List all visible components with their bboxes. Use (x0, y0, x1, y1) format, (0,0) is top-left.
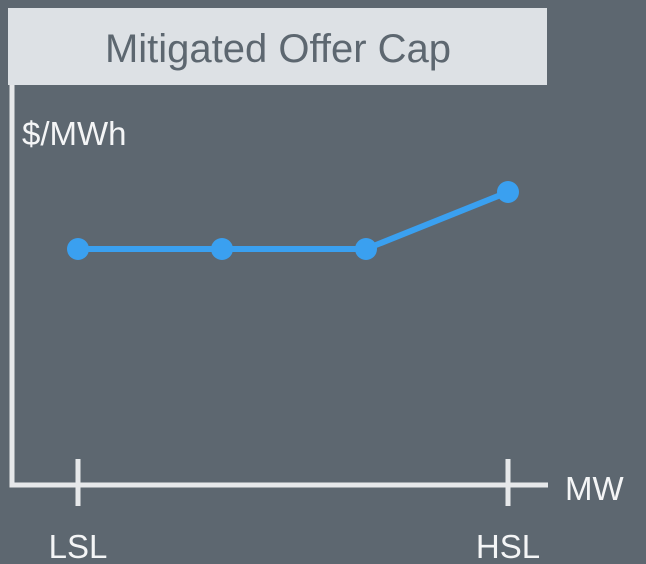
curve-point (497, 181, 519, 203)
x-label: LSL (49, 528, 108, 564)
curve (67, 181, 519, 260)
title-box (8, 8, 547, 85)
curve-point (355, 238, 377, 260)
x-label: HSL (476, 528, 540, 564)
axis-lines (9, 85, 548, 488)
axes (9, 85, 548, 506)
curve-point (211, 238, 233, 260)
y-axis-label: $/MWh (22, 115, 127, 152)
curve-line (78, 189, 510, 252)
title: Mitigated Offer Cap (105, 27, 451, 71)
x-axis-label: MW (565, 470, 624, 507)
curve-point (67, 238, 89, 260)
